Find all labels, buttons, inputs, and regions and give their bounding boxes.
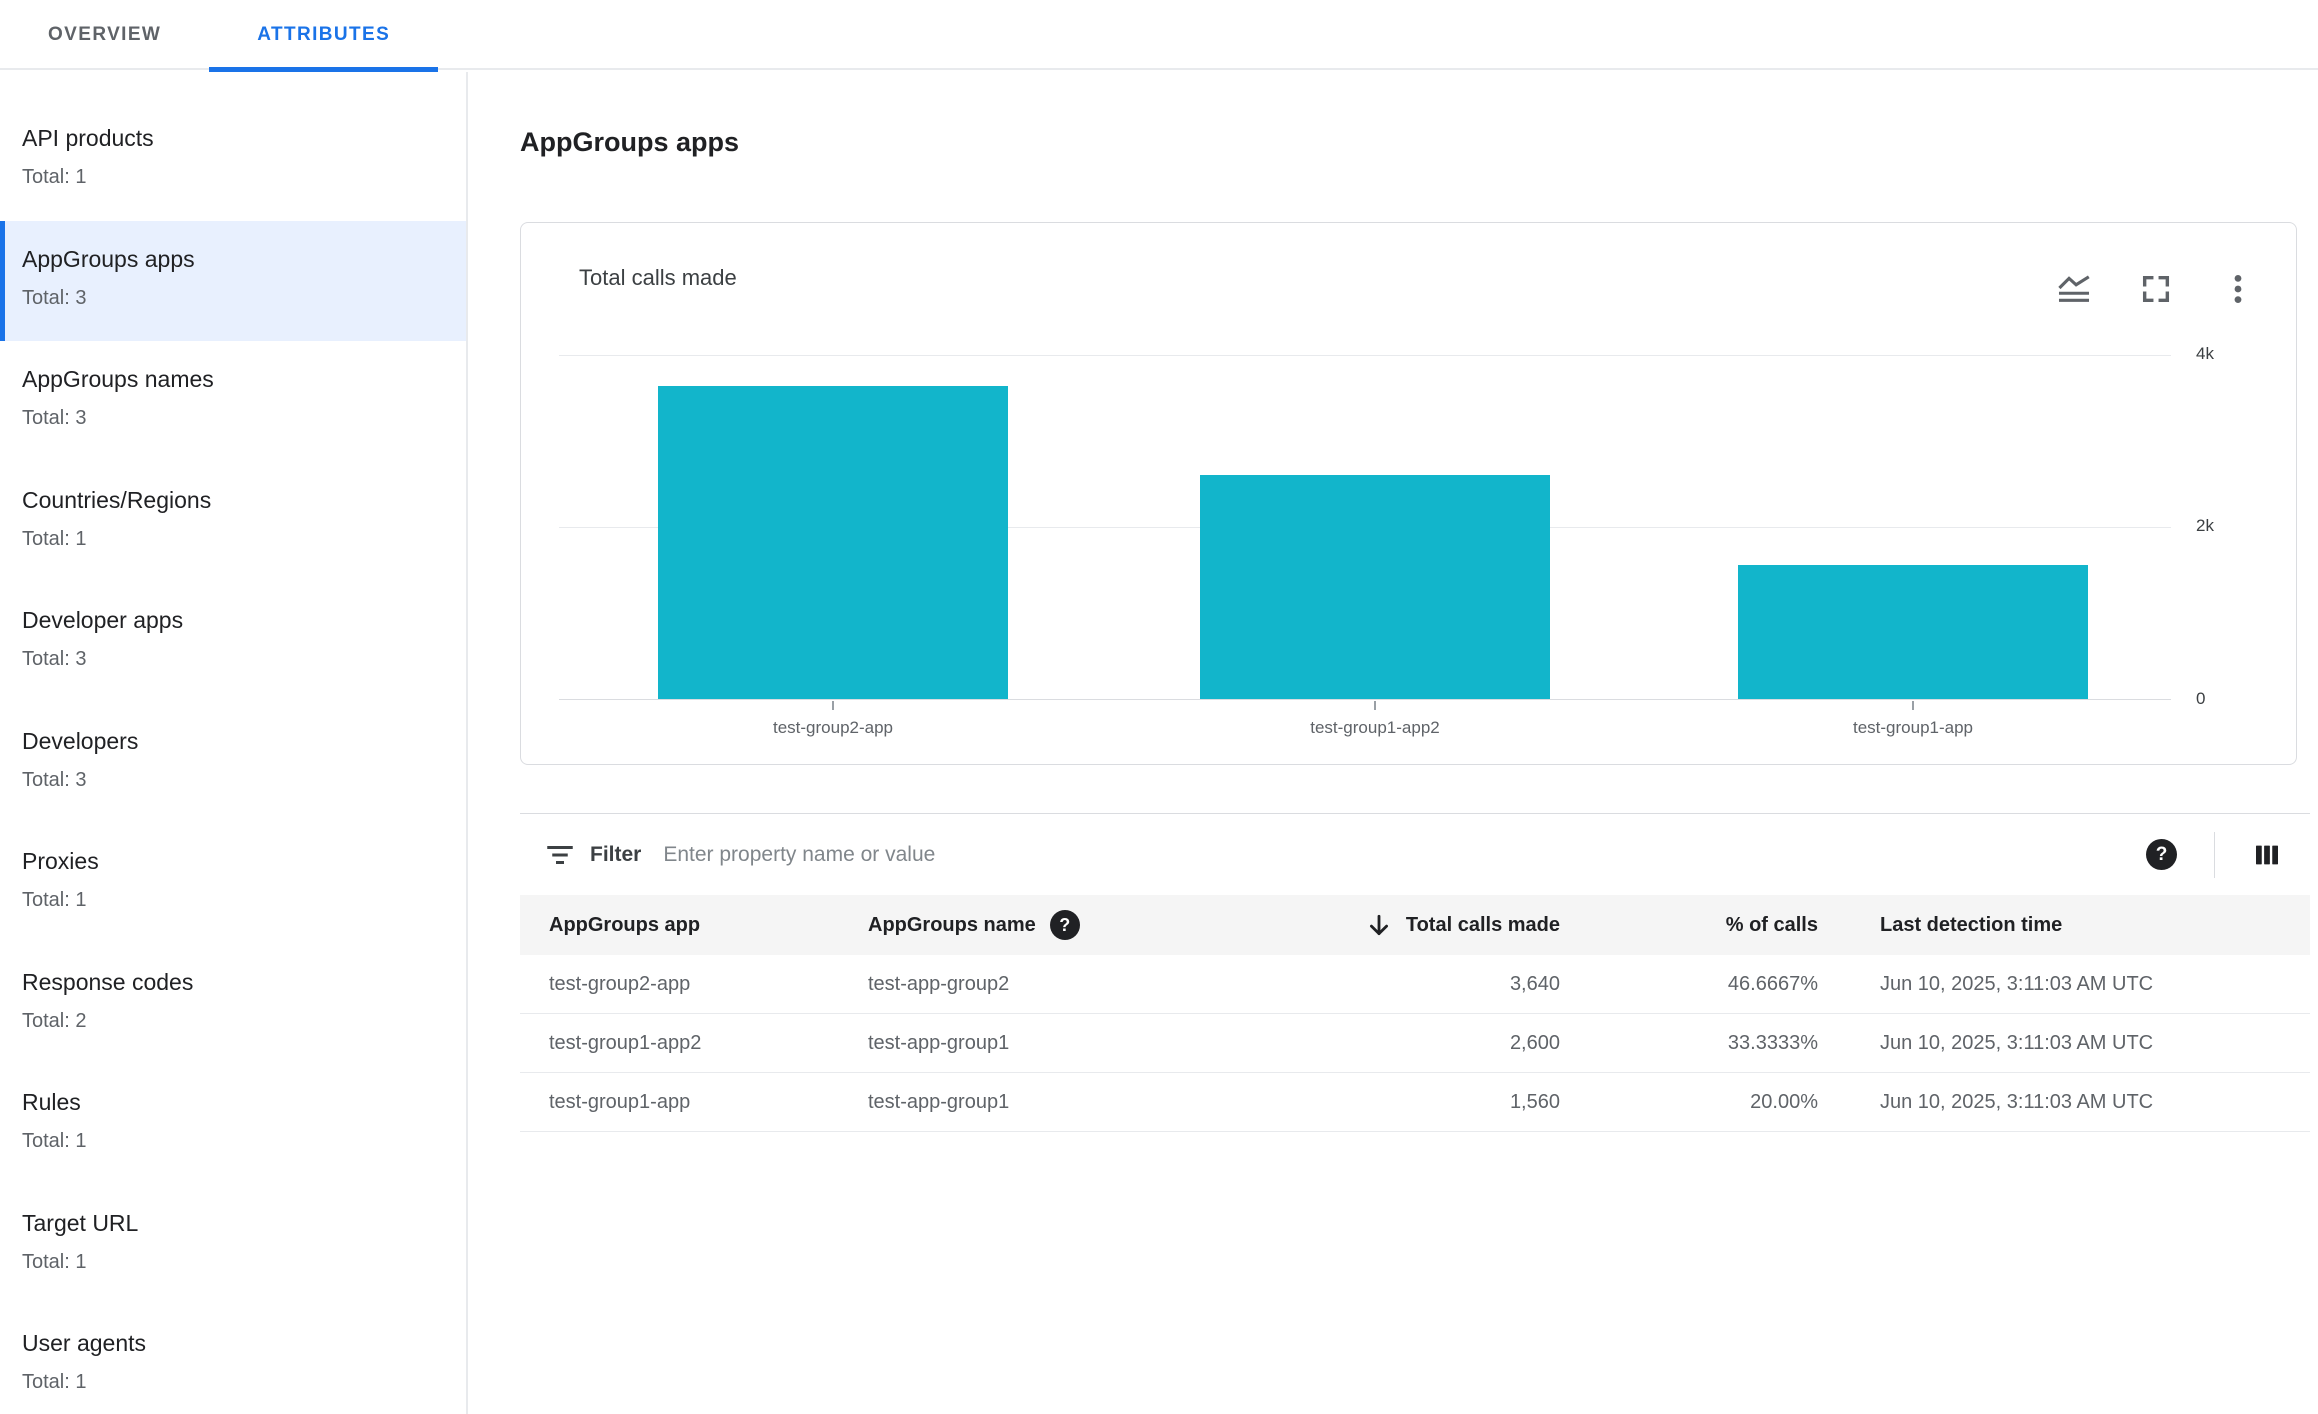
sidebar-item-api-products[interactable]: API products Total: 1 [0, 100, 466, 221]
tab-attributes[interactable]: ATTRIBUTES [209, 0, 439, 72]
sidebar-item-label: Developer apps [22, 607, 184, 633]
x-axis-line [559, 699, 2171, 700]
x-axis-label: test-group1-app [1852, 718, 1974, 737]
sidebar-item-total: Total: 3 [22, 407, 87, 429]
sidebar-item-response-codes[interactable]: Response codes Total: 2 [0, 944, 466, 1065]
cell-appgroups-name: test-app-group2 [868, 972, 1010, 995]
table-row: test-group2-app test-app-group2 3,640 46… [520, 955, 2310, 1014]
sidebar-item-total: Total: 3 [22, 286, 87, 309]
sidebar-item-label: Proxies [22, 848, 99, 874]
x-axis-label: test-group2-app [772, 718, 894, 737]
fullscreen-icon[interactable] [2138, 271, 2174, 307]
column-header-appgroups-app[interactable]: AppGroups app [549, 913, 701, 936]
cell-appgroups-app: test-group1-app [549, 1090, 691, 1113]
sidebar-item-label: API products [22, 125, 154, 151]
cell-pct-of-calls: 46.6667% [1727, 972, 1818, 995]
columns-icon[interactable] [2252, 840, 2282, 870]
x-axis-label: test-group1-app2 [1310, 718, 1440, 737]
column-header-last-detection-time[interactable]: Last detection time [1880, 913, 2063, 936]
chart-card-toolbar [2056, 271, 2256, 307]
cell-total-calls: 3,640 [1509, 972, 1560, 995]
cell-last-detection-time: Jun 10, 2025, 3:11:03 AM UTC [1880, 972, 2154, 995]
sidebar-item-label: AppGroups names [22, 366, 214, 392]
sidebar-item-rules[interactable]: Rules Total: 1 [0, 1064, 466, 1185]
tab-overview[interactable]: OVERVIEW [48, 24, 162, 45]
sidebar-item-developer-apps[interactable]: Developer apps Total: 3 [0, 582, 466, 703]
cell-total-calls: 2,600 [1509, 1031, 1560, 1054]
sidebar-item-total: Total: 1 [22, 1250, 87, 1273]
sidebar-item-total: Total: 1 [22, 166, 87, 188]
table-row: test-group1-app test-app-group1 1,560 20… [520, 1073, 2310, 1132]
cell-appgroups-name: test-app-group1 [868, 1090, 1010, 1113]
cell-appgroups-app: test-group1-app2 [549, 1031, 702, 1054]
filter-label: Filter [590, 842, 642, 866]
more-options-icon[interactable] [2220, 271, 2256, 307]
sidebar-item-developers[interactable]: Developers Total: 3 [0, 703, 466, 824]
cell-total-calls: 1,560 [1509, 1090, 1560, 1113]
x-tick [832, 701, 834, 710]
x-tick [1374, 701, 1376, 710]
chart-card-title: Total calls made [579, 265, 737, 290]
sidebar-item-proxies[interactable]: Proxies Total: 1 [0, 823, 466, 944]
cell-pct-of-calls: 33.3333% [1727, 1031, 1818, 1054]
filter-input[interactable] [663, 842, 2146, 867]
sidebar-item-label: Countries/Regions [22, 486, 212, 513]
column-header-label: AppGroups name [868, 913, 1036, 936]
column-header-pct-of-calls[interactable]: % of calls [1725, 913, 1818, 936]
tab-bar: OVERVIEW ATTRIBUTES [0, 0, 2318, 72]
sidebar-item-total: Total: 3 [22, 768, 87, 791]
appgroups-name-help-icon[interactable]: ? [1049, 910, 1080, 940]
filter-bar: Filter ? [520, 814, 2310, 895]
sidebar-item-label: AppGroups apps [22, 245, 195, 272]
page-title: AppGroups apps [520, 127, 740, 157]
sidebar-item-label: Developers [22, 727, 139, 754]
y-axis-label: 2k [2196, 516, 2214, 535]
gridline-4k [559, 355, 2171, 356]
sidebar-item-user-agents[interactable]: User agents Total: 1 [0, 1305, 466, 1414]
section-divider [520, 813, 2310, 814]
sidebar-item-label: Target URL [22, 1209, 139, 1236]
filter-icon [545, 840, 575, 870]
toolbar-divider [2214, 831, 2215, 878]
chart-bar-test-group2-app[interactable] [658, 386, 1008, 699]
chart-card: Total calls made [520, 222, 2297, 765]
sidebar-item-total: Total: 3 [22, 648, 87, 670]
filter-help-icon[interactable]: ? [2146, 839, 2177, 870]
bar-chart-plot: test-group2-app test-group1-app2 test-gr… [559, 355, 2171, 737]
table-header-row: AppGroups app AppGroups name ? Total cal… [520, 895, 2310, 955]
cell-last-detection-time: Jun 10, 2025, 3:11:03 AM UTC [1880, 1090, 2154, 1113]
cell-pct-of-calls: 20.00% [1750, 1090, 1818, 1113]
sidebar-item-label: Response codes [22, 968, 194, 995]
sidebar-item-total: Total: 1 [22, 889, 87, 911]
chart-bar-test-group1-app[interactable] [1738, 565, 2088, 699]
sidebar-item-total: Total: 1 [22, 1371, 87, 1393]
sidebar-item-target-url[interactable]: Target URL Total: 1 [0, 1185, 466, 1306]
appgroups-table: AppGroups app AppGroups name ? Total cal… [520, 895, 2310, 1132]
sidebar-item-countries-regions[interactable]: Countries/Regions Total: 1 [0, 462, 466, 583]
attributes-sidebar: API products Total: 1 AppGroups apps Tot… [0, 72, 468, 1414]
sidebar-item-total: Total: 1 [22, 1130, 87, 1152]
table-row: test-group1-app2 test-app-group1 2,600 3… [520, 1014, 2310, 1073]
cell-appgroups-name: test-app-group1 [868, 1031, 1010, 1054]
column-header-total-calls-made[interactable]: Total calls made [1240, 911, 1560, 939]
sidebar-item-appgroups-names[interactable]: AppGroups names Total: 3 [0, 341, 466, 462]
x-tick [1912, 701, 1914, 710]
cell-appgroups-app: test-group2-app [549, 972, 691, 995]
chart-bar-test-group1-app2[interactable] [1200, 475, 1550, 699]
sidebar-item-label: User agents [22, 1330, 147, 1356]
sidebar-item-label: Rules [22, 1089, 81, 1115]
sort-descending-icon[interactable] [1366, 911, 1392, 939]
cell-last-detection-time: Jun 10, 2025, 3:11:03 AM UTC [1880, 1031, 2154, 1054]
sidebar-item-total: Total: 2 [22, 1009, 87, 1032]
y-axis-label: 0 [2196, 689, 2206, 708]
chart-type-icon[interactable] [2056, 271, 2092, 307]
sidebar-item-appgroups-apps[interactable]: AppGroups apps Total: 3 [0, 220, 466, 341]
y-axis-label: 4k [2196, 344, 2214, 363]
sidebar-item-total: Total: 1 [22, 527, 87, 550]
column-header-appgroups-name[interactable]: AppGroups name ? [868, 910, 1240, 940]
column-header-label: Total calls made [1405, 913, 1560, 936]
